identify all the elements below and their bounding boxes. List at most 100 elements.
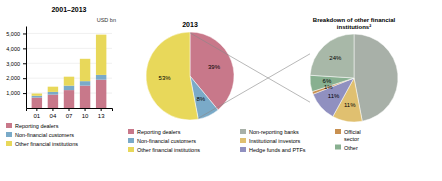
y-tick-label: 2,000 [6, 75, 20, 81]
data-label: 24% [329, 55, 342, 61]
text-line: Breakdown of other financial [313, 17, 396, 23]
data-label: 6% [323, 78, 332, 84]
slices [146, 32, 234, 120]
y-tick-mark [23, 63, 26, 64]
pie-chart: 11%11%1%6%24%Breakdown of other financia… [240, 17, 398, 153]
bar-segment [48, 87, 58, 92]
legend-swatch [240, 138, 246, 143]
legend: Reporting dealers Non-financial customers… [6, 123, 78, 147]
x-tick: 10 [82, 108, 89, 119]
bar-segment [64, 90, 74, 108]
y-tick-mark [23, 93, 26, 94]
legend-swatch [240, 147, 246, 152]
bar-segment [96, 35, 106, 75]
y-tick-label: 1,000 [6, 90, 20, 96]
legend-swatch [128, 147, 134, 152]
y-tick: 5,000 [6, 31, 26, 37]
data-label: 39% [208, 64, 221, 70]
bar-segment [48, 95, 58, 108]
bar-segment [80, 81, 90, 85]
bar-segment [96, 80, 106, 108]
bar-segment [96, 75, 106, 80]
bar-segment [80, 86, 90, 108]
legend-item: Non-financial customers [128, 138, 196, 144]
bar-segment [32, 94, 42, 96]
x-axis: 0104071013 [27, 108, 113, 119]
x-tick: 01 [34, 108, 41, 119]
legend: Reporting dealers Non-financial customers… [128, 129, 200, 153]
legend-item: Officialsector [335, 129, 361, 142]
chart-root: 01040710131,0002,0003,0004,0005,0002001–… [0, 0, 442, 181]
pie-slice [190, 32, 234, 110]
grid-line [26, 33, 112, 34]
x-tick-label: 04 [50, 113, 57, 119]
bar-segment [32, 98, 42, 108]
text-line: 2013 [182, 21, 198, 28]
x-tick-label: 01 [34, 113, 41, 119]
data-label: 11% [328, 93, 340, 99]
y-tick-label: 3,000 [6, 61, 20, 67]
legend-label: Officialsector [344, 129, 361, 142]
x-tick-mark [85, 108, 86, 111]
text-line: Non-financial customers [137, 138, 196, 144]
data-labels: 39%8%53% [159, 64, 221, 102]
data-label: 1% [324, 84, 333, 90]
x-tick: 13 [98, 108, 105, 119]
y-axis-title: USD bn [97, 17, 116, 23]
text-line: Official [344, 129, 361, 135]
text-line: Other [344, 145, 358, 151]
legend-label: Reporting dealers [15, 123, 59, 129]
legend-label: Hedge funds and PTFs [249, 147, 306, 153]
data-label: 53% [159, 75, 172, 81]
legend-swatch [240, 129, 246, 134]
legend-label: Other financial institutions [15, 141, 78, 147]
x-tick-label: 10 [82, 113, 89, 119]
pie-chart: 39%8%53% 2013 Reporting dealers Non-financi… [128, 21, 234, 153]
bar-segment [80, 59, 90, 81]
y-tick: 2,000 [6, 75, 26, 81]
legend-label: Non-reporting banks [249, 129, 299, 135]
y-tick-mark [23, 33, 26, 34]
legend-swatch [335, 129, 341, 134]
legend-swatch [6, 132, 12, 137]
text-line: Institutional investors [249, 138, 301, 144]
x-tick-mark [69, 108, 70, 111]
chart-title: Breakdown of other financialinstitutions… [313, 17, 396, 30]
legend-swatch [335, 145, 341, 150]
data-labels: 11%11%1%6%24% [323, 55, 357, 108]
x-tick-label: 13 [98, 113, 105, 119]
legend-item: Non-financial customers [6, 132, 74, 138]
legend-item: Other financial institutions [128, 147, 200, 153]
legend-label: Non-financial customers [137, 138, 196, 144]
pie-slice [310, 34, 354, 78]
connector-line [190, 33, 310, 102]
text-line: Non-reporting banks [249, 129, 299, 135]
bar-segment [48, 92, 58, 95]
text-line: Reporting dealers [137, 129, 181, 135]
connectors [190, 33, 310, 118]
legend-item: Reporting dealers [128, 129, 181, 135]
y-tick-label: 5,000 [6, 31, 20, 37]
pie-slice [146, 32, 198, 120]
legend-item: Institutional investors [240, 138, 301, 144]
legend-item: Reporting dealers [6, 123, 59, 129]
legend-swatch [6, 123, 12, 128]
pie-slice [354, 34, 398, 121]
legend-label: Other [344, 145, 358, 151]
bar-chart: 01040710131,0002,0003,0004,0005,0002001–… [6, 6, 116, 147]
x-tick-mark [36, 108, 37, 111]
legend-swatch [128, 138, 134, 143]
legend-item: Non-reporting banks [240, 129, 299, 135]
legend-label: Reporting dealers [137, 129, 181, 135]
legend-label: Non-financial customers [15, 132, 74, 138]
y-tick: 1,000 [6, 90, 26, 96]
chart-title: 2013 [182, 21, 198, 28]
x-tick-mark [101, 108, 102, 111]
chart-title: 2001–2013 [51, 6, 86, 13]
y-tick-mark [23, 48, 26, 49]
y-tick-mark [23, 78, 26, 79]
text-line: sector [344, 136, 359, 142]
legend: Non-reporting banks Institutional investo… [240, 129, 361, 153]
legend-label: Other financial institutions [137, 147, 200, 153]
bar-segment [64, 86, 74, 90]
